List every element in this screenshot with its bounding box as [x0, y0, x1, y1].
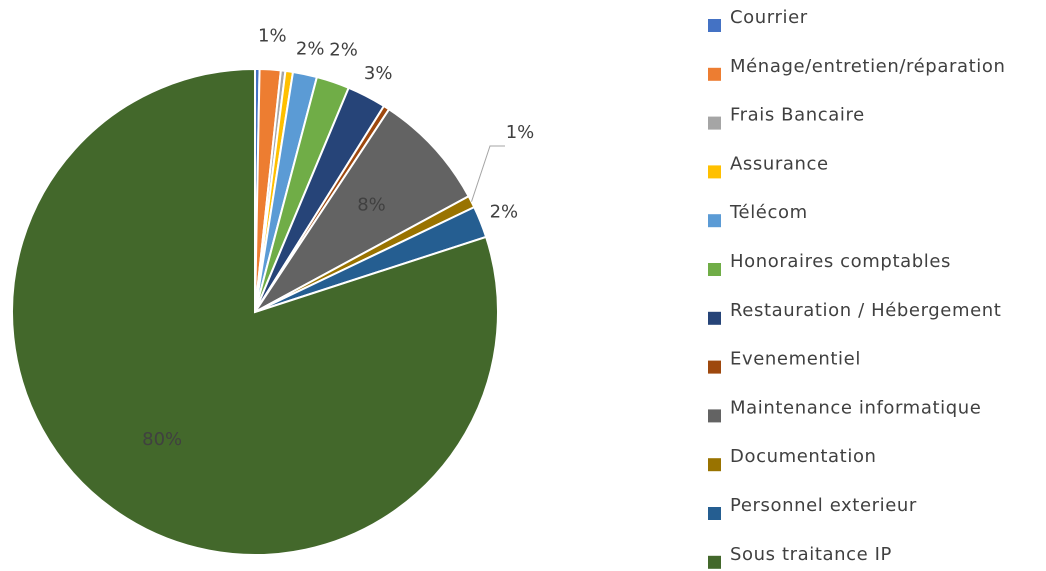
legend-label: Télécom [729, 202, 808, 223]
legend-swatch [708, 311, 721, 325]
data-label: 80% [142, 429, 182, 450]
legend-label: Courrier [730, 7, 808, 28]
legend-swatch [708, 555, 721, 569]
legend-label: Personnel exterieur [730, 495, 917, 516]
pie-slice [254, 107, 471, 313]
legend-label: Assurance [730, 153, 829, 174]
legend-label: Honoraires comptables [730, 251, 951, 272]
legend-swatch [708, 360, 721, 374]
data-label: 2% [296, 39, 325, 60]
data-label: 1% [506, 122, 535, 143]
legend-swatch [708, 165, 721, 179]
legend-label: Evenementiel [730, 349, 861, 370]
legend-label: Documentation [730, 446, 877, 467]
data-label: 1% [258, 26, 287, 47]
legend-label: Restauration / Hébergement [730, 300, 1001, 321]
legend-swatch [708, 214, 721, 228]
data-label: 8% [357, 194, 386, 215]
legend-swatch [708, 409, 721, 423]
legend-label: Frais Bancaire [730, 105, 865, 126]
pie-slice [11, 67, 499, 556]
legend-swatch [708, 458, 721, 472]
legend-swatch [708, 116, 721, 130]
data-label: 2% [490, 202, 519, 223]
legend-label: Maintenance informatique [730, 397, 981, 418]
legend-label: Sous traitance IP [730, 544, 892, 565]
legend-swatch [708, 19, 721, 32]
data-label: 2% [329, 40, 358, 61]
leader-line [471, 145, 505, 202]
legend-swatch [708, 67, 721, 81]
legend-swatch [708, 263, 721, 276]
legend-label: Ménage/entretien/réparation [730, 56, 1005, 77]
legend-swatch [708, 507, 721, 520]
data-label: 3% [364, 63, 393, 84]
